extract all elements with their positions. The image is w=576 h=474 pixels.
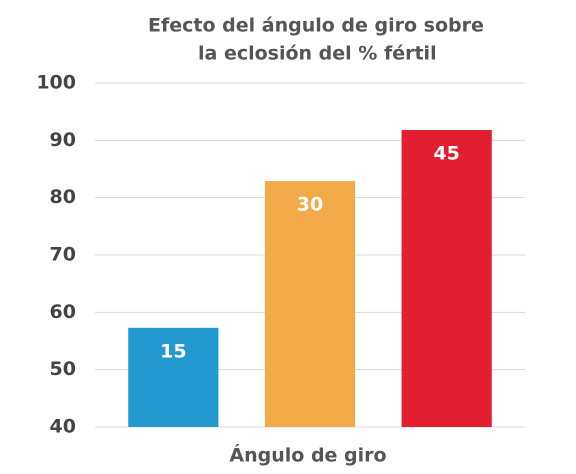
category-label: 30 [297, 194, 323, 216]
chart-title: la eclosión del % fértil [198, 43, 437, 65]
y-tick-label: 40 [50, 416, 76, 438]
y-tick-label: 60 [50, 301, 76, 323]
category-label: 15 [160, 340, 186, 362]
y-tick-label: 100 [36, 72, 76, 94]
y-tick-label: 80 [50, 186, 76, 208]
y-tick-label: 50 [50, 358, 76, 380]
x-axis-label: Ángulo de giro [229, 444, 386, 467]
bar [128, 327, 219, 427]
bar [401, 130, 492, 427]
bar [264, 181, 356, 427]
y-tick-label: 70 [50, 244, 76, 266]
chart-title: Efecto del ángulo de giro sobre [148, 15, 484, 37]
category-label: 45 [433, 143, 459, 165]
y-tick-label: 90 [50, 129, 76, 151]
